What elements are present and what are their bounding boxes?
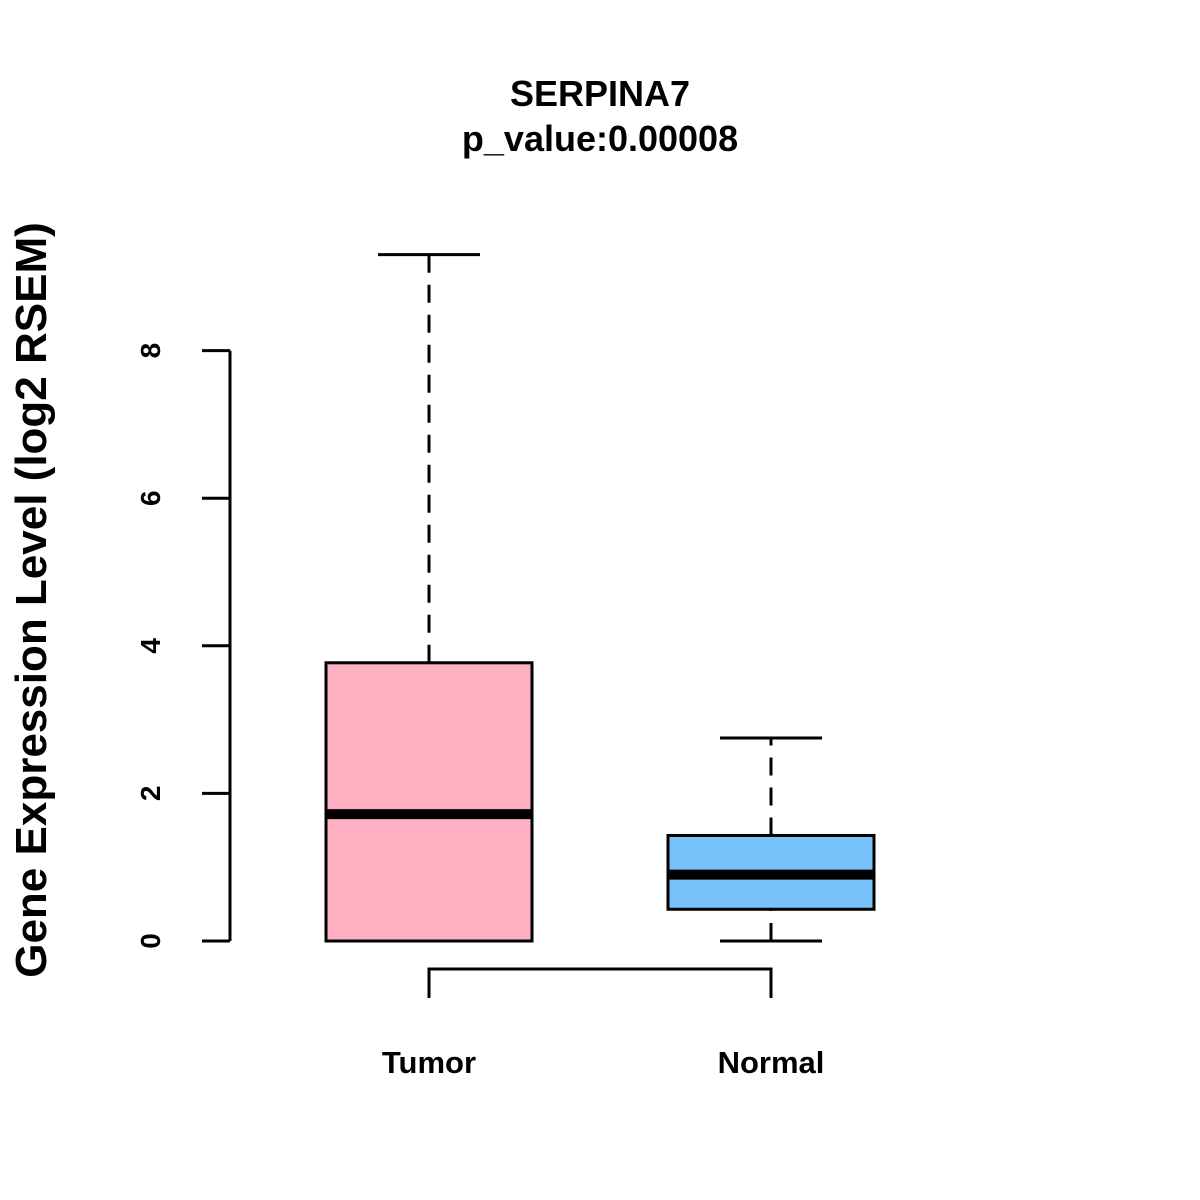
x-category-label-normal: Normal xyxy=(718,1045,825,1080)
box-normal xyxy=(666,736,876,943)
box-group xyxy=(324,253,876,943)
bracket-path xyxy=(427,967,773,998)
y-tick-label-6: 6 xyxy=(135,490,166,506)
chart-title: SERPINA7 xyxy=(510,73,690,114)
tumor-iqr-box xyxy=(324,661,534,943)
chart-subtitle-pvalue: p_value:0.00008 xyxy=(462,118,738,159)
y-axis-label: Gene Expression Level (log2 RSEM) xyxy=(7,222,56,978)
y-tick-label-2: 2 xyxy=(135,786,166,802)
x-category-label-tumor: Tumor xyxy=(382,1045,476,1080)
y-tick-label-4: 4 xyxy=(135,638,166,654)
x-axis-categories: Tumor Normal xyxy=(382,1045,824,1080)
box-tumor xyxy=(324,253,534,943)
y-tick-label-8: 8 xyxy=(135,343,166,359)
comparison-bracket xyxy=(427,967,773,998)
y-axis: 0 2 4 6 8 xyxy=(135,343,232,949)
y-tick-label-0: 0 xyxy=(135,933,166,949)
